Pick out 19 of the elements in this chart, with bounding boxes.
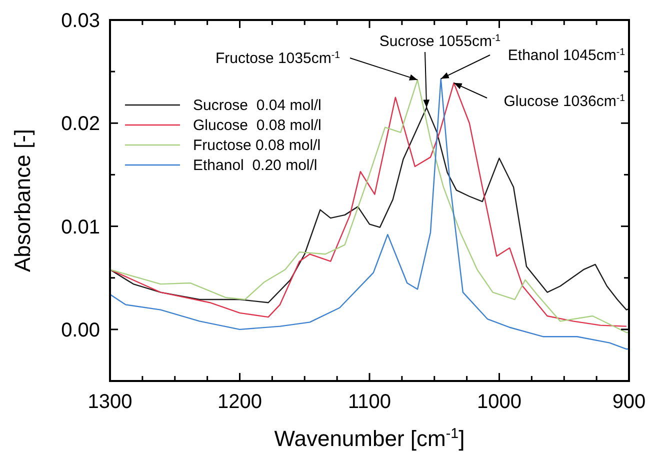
legend-label: Sucrose 0.04 mol/l bbox=[193, 97, 322, 114]
legend-label: Fructose 0.08 mol/l bbox=[193, 137, 321, 154]
y-tick-label: 0.02 bbox=[61, 113, 100, 136]
x-tick-label: 1300 bbox=[88, 391, 132, 413]
annotation: Ethanol 1045cm$^{-1}$ bbox=[508, 46, 625, 64]
y-tick-label: 0.03 bbox=[61, 10, 100, 32]
annotation: Fructose 1035cm$^{-1}$ bbox=[215, 50, 340, 67]
x-tick-label: 1100 bbox=[348, 391, 392, 413]
legend-label: Glucose 0.08 mol/l bbox=[193, 117, 322, 134]
x-tick-label: 900 bbox=[612, 391, 646, 413]
x-tick-label: 1000 bbox=[477, 391, 522, 413]
x-tick-label: 1200 bbox=[218, 391, 262, 413]
annotation: Glucose 1036cm$^{-1}$ bbox=[504, 92, 625, 110]
y-tick-label: 0.00 bbox=[61, 319, 100, 342]
annotation: Sucrose 1055cm$^{-1}$ bbox=[379, 32, 501, 50]
y-axis-title: Absorbance [-] bbox=[10, 128, 35, 272]
x-axis-title: Wavenumber [cm$^{-1}$] bbox=[274, 426, 465, 451]
legend-label: Ethanol 0.20 mol/l bbox=[193, 157, 318, 174]
y-tick-label: 0.01 bbox=[61, 216, 100, 238]
